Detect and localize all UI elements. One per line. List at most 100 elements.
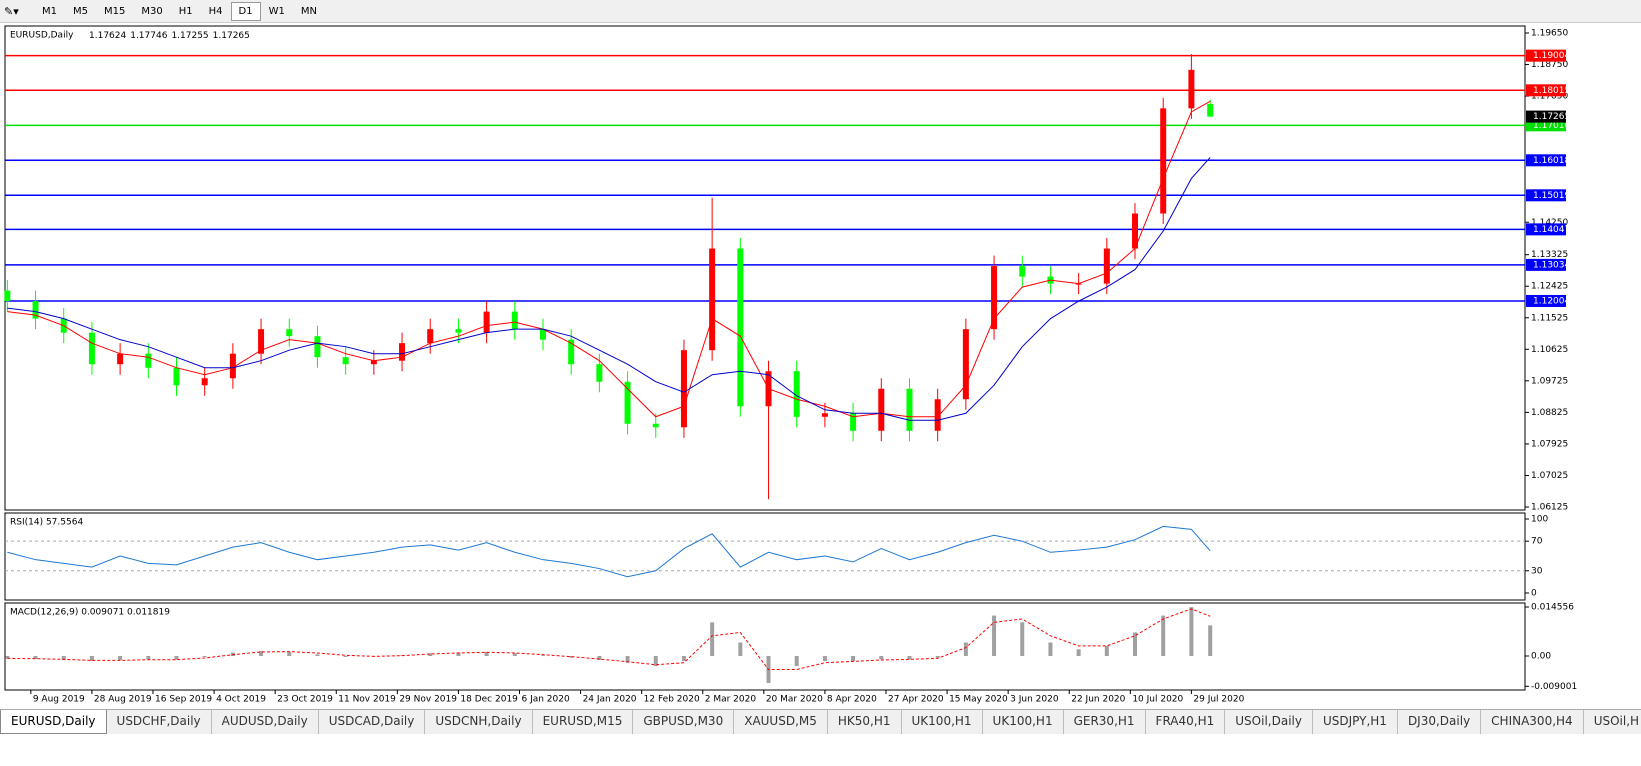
x-tick-label: 29 Nov 2019 — [399, 695, 457, 705]
candle-body — [399, 343, 406, 361]
y-tick-label: -0.009001 — [1531, 682, 1577, 692]
timeframe-button[interactable]: M15 — [104, 5, 126, 17]
y-tick-label: 0.00 — [1531, 651, 1551, 661]
panel-title: MACD(12,26,9) 0.009071 0.011819 — [10, 608, 170, 618]
timeframe-button[interactable]: M5 — [73, 5, 88, 17]
chart-tab[interactable]: USOil,H — [1584, 710, 1641, 734]
x-tick-label: 9 Aug 2019 — [33, 695, 85, 705]
chart-tab[interactable]: AUDUSD,Daily — [212, 710, 319, 734]
candle-body — [258, 329, 265, 354]
chart-tab[interactable]: GBPUSD,M30 — [633, 710, 735, 734]
candle-body — [229, 353, 236, 379]
x-tick-label: 10 Jul 2020 — [1132, 695, 1183, 705]
chart-tab[interactable]: USOil,Daily — [1225, 710, 1313, 734]
ohlc-header: 1.17624 1.17746 1.17255 1.17265 — [89, 31, 250, 41]
y-tick-label: 1.06125 — [1531, 503, 1568, 513]
timeframe-button[interactable]: H4 — [208, 5, 223, 17]
chart-tab[interactable]: USDCAD,Daily — [319, 710, 426, 734]
macd-bar — [1133, 632, 1138, 656]
ohlc-value: 1.17255 — [171, 31, 208, 41]
x-tick-label: 29 Jul 2020 — [1193, 695, 1244, 705]
x-tick-label: 27 Apr 2020 — [888, 695, 944, 705]
macd-bar — [710, 622, 715, 656]
macd-bar — [174, 655, 179, 660]
ohlc-value: 1.17746 — [130, 31, 167, 41]
macd-bar — [5, 655, 10, 659]
candle-body — [737, 248, 744, 407]
chart-tab[interactable]: XAUUSD,M5 — [734, 710, 828, 734]
candle-body — [1019, 266, 1026, 277]
level-tag — [1526, 223, 1566, 236]
chart-tab[interactable]: FRA40,H1 — [1146, 710, 1226, 734]
y-tick-label: 1.07025 — [1531, 471, 1568, 481]
moving-average — [7, 100, 1211, 418]
moving-average — [7, 157, 1211, 421]
y-tick-label: 30 — [1531, 566, 1543, 576]
chart-tab[interactable]: GER30,H1 — [1064, 710, 1146, 734]
x-tick-label: 4 Oct 2019 — [216, 695, 266, 705]
candle-body — [624, 381, 631, 424]
candle-body — [680, 350, 687, 428]
chart-tab[interactable]: EURUSD,Daily — [0, 710, 107, 734]
chart-tab[interactable]: USDCNH,Daily — [425, 710, 533, 734]
y-tick-label: 100 — [1531, 514, 1548, 524]
y-tick-label: 70 — [1531, 537, 1543, 547]
chart-tab[interactable]: CHINA300,H4 — [1481, 710, 1584, 734]
level-tag — [1526, 49, 1566, 62]
macd-bar — [569, 655, 574, 658]
timeframe-button[interactable]: W1 — [268, 5, 285, 17]
draw-tool[interactable]: ✎▾ — [4, 4, 19, 18]
candle-body — [145, 353, 152, 368]
macd-bar — [1161, 615, 1166, 656]
macd-bar — [89, 655, 94, 662]
candle-body — [455, 329, 462, 333]
level-label: 1.13034 — [1533, 260, 1570, 270]
chart-tab[interactable]: EURUSD,M15 — [533, 710, 634, 734]
timeframe-button[interactable]: H1 — [178, 5, 193, 17]
x-tick-label: 3 Jun 2020 — [1010, 695, 1059, 705]
macd-bar — [259, 650, 264, 656]
ohlc-value: 1.17624 — [89, 31, 126, 41]
macd-bar — [315, 654, 320, 656]
macd-bar — [935, 655, 940, 658]
candle-body — [342, 357, 349, 365]
candle-body — [962, 329, 969, 400]
macd-bar — [822, 655, 827, 662]
chart-tab[interactable]: USDCHF,Daily — [107, 710, 212, 734]
timeframe-button[interactable]: MN — [300, 5, 317, 17]
chart-tab[interactable]: DJ30,Daily — [1398, 710, 1482, 734]
x-tick-label: 22 Jun 2020 — [1071, 695, 1125, 705]
x-tick-label: 12 Feb 2020 — [644, 695, 700, 705]
macd-bar — [33, 655, 38, 660]
x-tick-label: 20 Mar 2020 — [766, 695, 823, 705]
y-tick-label: 1.17850 — [1531, 92, 1568, 102]
macd-bar — [963, 642, 968, 656]
chart-tab[interactable]: UK100,H1 — [902, 710, 983, 734]
chart-tab[interactable]: USDJPY,H1 — [1313, 710, 1398, 734]
macd-bar — [484, 651, 489, 656]
chart: EURUSD,Daily 1.19650 1.18750 1.17850 1.14250… — [4, 25, 1577, 705]
level-tag — [1526, 294, 1566, 307]
macd-bar — [202, 655, 207, 658]
level-label: 1.17016 — [1533, 121, 1570, 131]
macd-bar — [907, 655, 912, 660]
macd-bar — [794, 655, 799, 667]
timeframe-button[interactable]: M30 — [141, 5, 163, 17]
candle-body — [1160, 108, 1167, 214]
y-tick-label: 1.12425 — [1531, 282, 1568, 292]
y-tick-label: 1.08825 — [1531, 408, 1568, 418]
x-tick-label: 28 Aug 2019 — [94, 695, 152, 705]
candle-body — [370, 360, 377, 365]
candle-body — [173, 367, 180, 386]
chart-tab[interactable]: HK50,H1 — [828, 710, 902, 734]
y-tick-label: 0 — [1531, 588, 1537, 598]
chart-tab[interactable]: UK100,H1 — [983, 710, 1064, 734]
macd-bar — [625, 655, 630, 663]
timeframe-button[interactable]: D1 — [230, 1, 261, 21]
macd-bar — [653, 655, 658, 667]
panel-frame — [4, 25, 1526, 511]
macd-bar — [512, 653, 517, 656]
macd-signal — [7, 608, 1211, 670]
timeframe-button[interactable]: M1 — [42, 5, 57, 17]
x-tick-label: 2 Mar 2020 — [705, 695, 757, 705]
